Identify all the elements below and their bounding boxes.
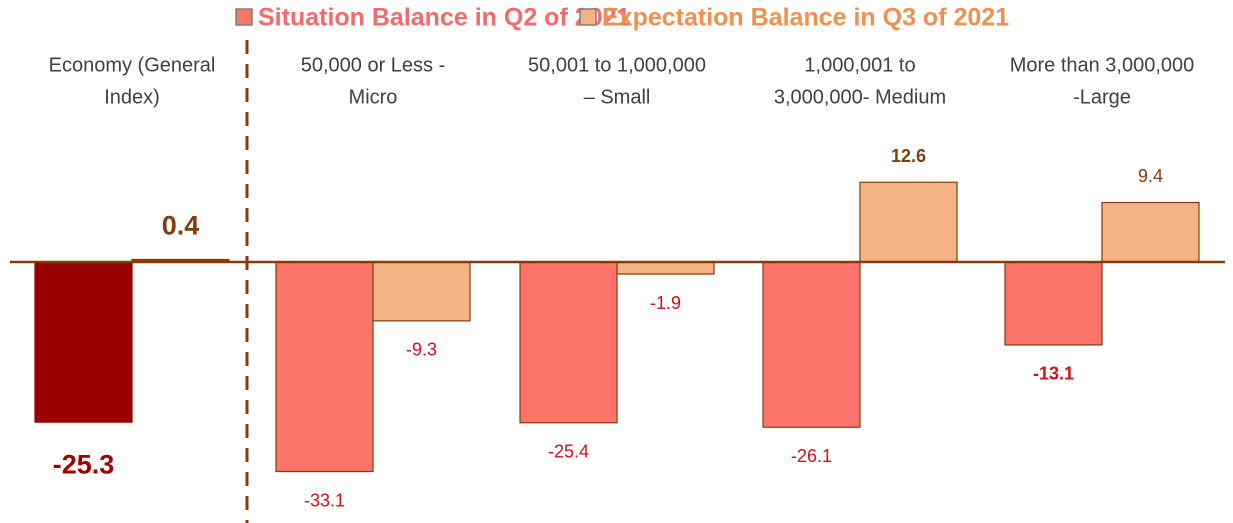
value-label: -26.1 [791, 446, 832, 466]
bar [762, 261, 861, 428]
bar [1101, 201, 1200, 263]
legend-label: Situation Balance in Q2 of 2021 [258, 4, 630, 32]
value-label: -9.3 [406, 340, 437, 360]
value-label: -13.1 [1033, 364, 1074, 384]
category-label: 50,001 to 1,000,000 [528, 54, 706, 76]
value-label: -25.3 [53, 449, 115, 479]
value-label: 0.4 [162, 211, 200, 241]
legend-swatch [235, 8, 253, 26]
bar [34, 261, 133, 423]
category-label: 50,000 or Less - [301, 54, 446, 76]
value-label: -33.1 [304, 490, 345, 510]
value-label: 12.6 [891, 146, 926, 166]
bar [616, 261, 715, 275]
category-label: -Large [1073, 86, 1131, 108]
category-label: Index) [104, 86, 160, 108]
value-label: -25.4 [548, 442, 589, 462]
category-label: Economy (General [49, 54, 216, 76]
legend-swatch [579, 8, 597, 26]
value-label: -1.9 [650, 293, 681, 313]
category-label: – Small [584, 86, 651, 108]
bar [275, 261, 374, 473]
bar [1004, 261, 1103, 346]
bar [372, 261, 471, 322]
value-label: 9.4 [1138, 166, 1163, 186]
category-label: Micro [349, 86, 398, 108]
legend-label: Expectation Balance in Q3 of 2021 [602, 4, 1009, 32]
category-label: 1,000,001 to [804, 54, 915, 76]
bar [519, 261, 618, 424]
bar [859, 181, 958, 263]
category-label: 3,000,000- Medium [774, 86, 946, 108]
category-label: More than 3,000,000 [1010, 54, 1195, 76]
